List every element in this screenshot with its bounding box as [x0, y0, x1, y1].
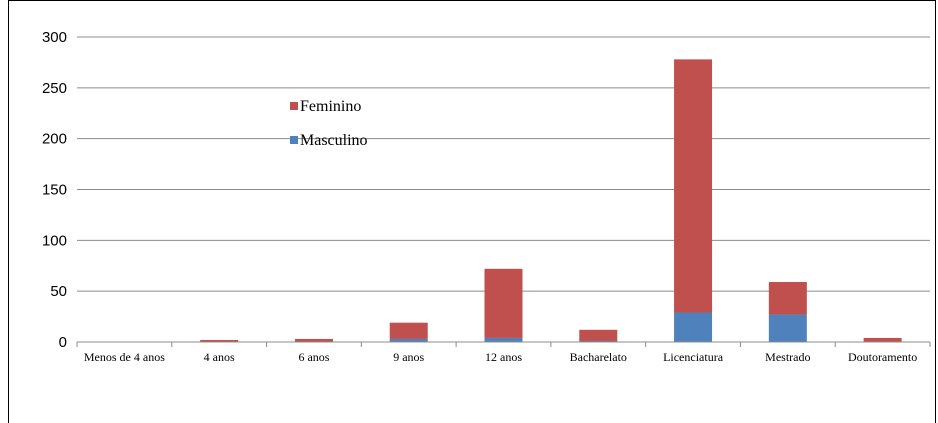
bar-feminino-8 — [863, 337, 902, 342]
legend-swatch-feminino — [290, 102, 298, 110]
bar-feminino-1 — [200, 339, 239, 342]
y-tick-label: 250 — [42, 80, 67, 97]
x-tick-label: 9 anos — [393, 350, 424, 364]
legend-swatch-masculino — [290, 136, 298, 144]
legend-label-feminino: Feminino — [300, 98, 361, 115]
bar-feminino-4 — [484, 268, 523, 338]
y-tick-label: 50 — [50, 283, 67, 300]
y-tick-label: 0 — [59, 334, 67, 351]
bar-feminino-6 — [674, 59, 713, 313]
x-tick-label: 6 anos — [298, 350, 329, 364]
y-tick-label: 200 — [42, 131, 67, 148]
bar-masculino-4 — [484, 337, 523, 342]
x-tick-label: Menos de 4 anos — [84, 350, 165, 364]
bar-feminino-5 — [579, 329, 618, 341]
x-tick-label: 4 anos — [204, 350, 235, 364]
x-tick-label: 12 anos — [485, 350, 522, 364]
chart-frame — [8, 0, 936, 423]
y-tick-label: 300 — [42, 29, 67, 46]
bar-masculino-6 — [674, 312, 713, 342]
bar-masculino-7 — [768, 314, 807, 342]
bar-feminino-2 — [294, 338, 333, 342]
y-tick-label: 100 — [42, 232, 67, 249]
bar-masculino-5 — [579, 340, 618, 342]
y-tick-label: 150 — [42, 182, 67, 199]
x-tick-label: Licenciatura — [663, 350, 724, 364]
bar-masculino-3 — [389, 338, 428, 342]
bar-feminino-7 — [768, 282, 807, 315]
bar-feminino-3 — [389, 322, 428, 339]
x-tick-label: Mestrado — [765, 350, 810, 364]
x-tick-label: Bacharelato — [570, 350, 627, 364]
legend-label-masculino: Masculino — [300, 132, 368, 149]
x-tick-label: Doutoramento — [848, 350, 917, 364]
